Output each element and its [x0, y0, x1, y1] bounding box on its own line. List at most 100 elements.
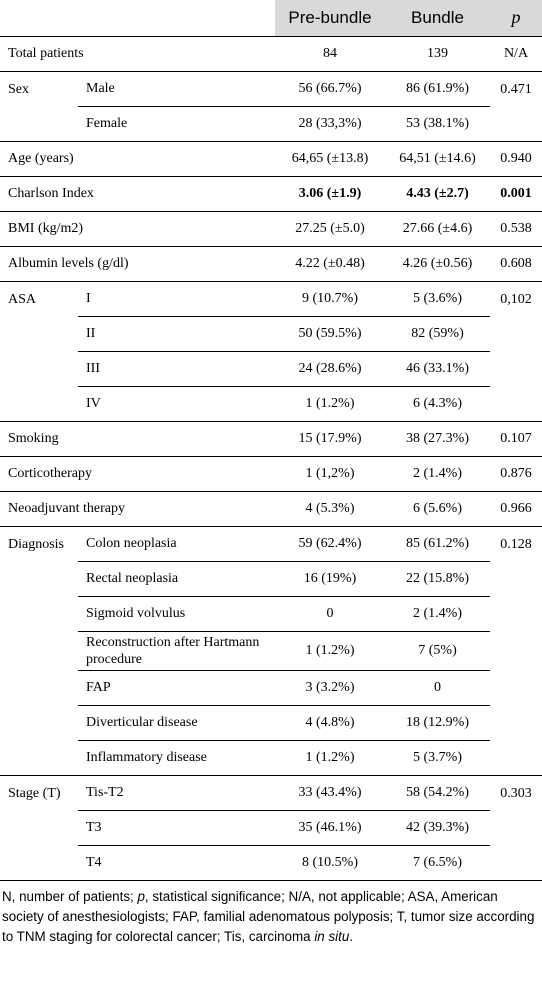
row-label: IV [78, 386, 275, 422]
cell: 8 (10.5%) [275, 845, 385, 881]
row-label: Neoadjuvant therapy [0, 491, 275, 527]
row-label: Inflammatory disease [78, 740, 275, 776]
cell: 16 (19%) [275, 561, 385, 597]
data-table: Pre-bundle Bundle p Total patients 84 139 N… [0, 0, 542, 881]
p-value: 0.608 [490, 246, 542, 282]
group-label: Stage (T) [0, 775, 78, 881]
table-row: Sigmoid volvulus 0 2 (1.4%) [0, 596, 542, 632]
row-label: Albumin levels (g/dl) [0, 246, 275, 282]
cell: 4 (4.8%) [275, 705, 385, 741]
p-value: 0.940 [490, 141, 542, 177]
table-row: Neoadjuvant therapy 4 (5.3%) 6 (5.6%) 0.966 [0, 491, 542, 527]
cell: 3.06 (±1.9) [275, 176, 385, 212]
cell: 64,65 (±13.8) [275, 141, 385, 177]
p-value: 0.876 [490, 456, 542, 492]
cell: 2 (1.4%) [385, 456, 490, 492]
cell: 59 (62.4%) [275, 526, 385, 562]
row-label: Female [78, 106, 275, 142]
row-label: Diverticular disease [78, 705, 275, 741]
cell: 18 (12.9%) [385, 705, 490, 741]
cell: 7 (5%) [385, 631, 490, 671]
row-label: Male [78, 71, 275, 107]
table-row: IV 1 (1.2%) 6 (4.3%) [0, 386, 542, 422]
table-row: Reconstruction after Hartmann procedure 1… [0, 631, 542, 671]
row-label: Age (years) [0, 141, 275, 177]
cell: 5 (3.7%) [385, 740, 490, 776]
cell: 4.22 (±0.48) [275, 246, 385, 282]
table-row: Charlson Index 3.06 (±1.9) 4.43 (±2.7) 0.00… [0, 176, 542, 212]
footnote-text: N, number of patients; [2, 888, 138, 904]
footnote-text: in situ [314, 928, 350, 944]
cell: 1 (1,2%) [275, 456, 385, 492]
cell: 64,51 (±14.6) [385, 141, 490, 177]
p-value: 0.471 [490, 71, 542, 142]
group-label: ASA [0, 281, 78, 422]
cell: 1 (1.2%) [275, 631, 385, 671]
cell: 3 (3.2%) [275, 670, 385, 706]
cell: 22 (15.8%) [385, 561, 490, 597]
footnote-text: p [137, 888, 145, 904]
cell: 7 (6.5%) [385, 845, 490, 881]
table-row: Inflammatory disease 1 (1.2%) 5 (3.7%) [0, 740, 542, 776]
table-row: T4 8 (10.5%) 7 (6.5%) [0, 845, 542, 881]
footnote-text: , statistical significance; N/A, not app… [2, 888, 535, 944]
table-row: Total patients 84 139 N/A [0, 36, 542, 72]
row-label: T3 [78, 810, 275, 846]
p-value: 0.303 [490, 775, 542, 881]
row-label: Corticotherapy [0, 456, 275, 492]
cell: 1 (1.2%) [275, 740, 385, 776]
table-row: ASA I 9 (10.7%) 5 (3.6%) 0,102 [0, 281, 542, 422]
row-label: T4 [78, 845, 275, 881]
p-value: 0,102 [490, 281, 542, 422]
table-row: FAP 3 (3.2%) 0 [0, 670, 542, 706]
cell: 58 (54.2%) [385, 775, 490, 811]
cell: 27.66 (±4.6) [385, 211, 490, 247]
row-label: Reconstruction after Hartmann procedure [78, 631, 275, 671]
cell: 24 (28.6%) [275, 351, 385, 387]
column-header: Pre-bundle [275, 0, 385, 37]
cell: 46 (33.1%) [385, 351, 490, 387]
table-row: Diverticular disease 4 (4.8%) 18 (12.9%) [0, 705, 542, 741]
row-label: Smoking [0, 421, 275, 457]
column-header: Bundle [385, 0, 490, 37]
cell: 5 (3.6%) [385, 281, 490, 317]
p-value: 0.128 [490, 526, 542, 776]
table-row: Stage (T) Tis-T2 33 (43.4%) 58 (54.2%) 0.303 [0, 775, 542, 881]
table-row: Age (years) 64,65 (±13.8) 64,51 (±14.6) 0.9… [0, 141, 542, 177]
table-row: Female 28 (33,3%) 53 (38.1%) [0, 106, 542, 142]
table-row: Diagnosis Colon neoplasia 59 (62.4%) 85 (61… [0, 526, 542, 776]
cell: 6 (4.3%) [385, 386, 490, 422]
cell: 33 (43.4%) [275, 775, 385, 811]
row-label: BMI (kg/m2) [0, 211, 275, 247]
table-row: Smoking 15 (17.9%) 38 (27.3%) 0.107 [0, 421, 542, 457]
header-row: Pre-bundle Bundle p [0, 0, 542, 37]
row-label: Colon neoplasia [78, 526, 275, 562]
cell: 82 (59%) [385, 316, 490, 352]
p-value: 0.538 [490, 211, 542, 247]
header-blank [0, 0, 275, 37]
cell: 35 (46.1%) [275, 810, 385, 846]
table-body: Total patients 84 139 N/A Sex Male 56 (66.7%) 8… [0, 36, 542, 881]
cell: 4.26 (±0.56) [385, 246, 490, 282]
table-row: Corticotherapy 1 (1,2%) 2 (1.4%) 0.876 [0, 456, 542, 492]
cell: 2 (1.4%) [385, 596, 490, 632]
p-value: N/A [490, 36, 542, 72]
table-row: BMI (kg/m2) 27.25 (±5.0) 27.66 (±4.6) 0.538 [0, 211, 542, 247]
cell: 42 (39.3%) [385, 810, 490, 846]
row-label: Tis-T2 [78, 775, 275, 811]
cell: 9 (10.7%) [275, 281, 385, 317]
cell: 28 (33,3%) [275, 106, 385, 142]
p-value: 0.107 [490, 421, 542, 457]
row-label: III [78, 351, 275, 387]
cell: 4 (5.3%) [275, 491, 385, 527]
cell: 0 [275, 596, 385, 632]
group-label: Sex [0, 71, 78, 142]
cell: 15 (17.9%) [275, 421, 385, 457]
cell: 4.43 (±2.7) [385, 176, 490, 212]
cell: 53 (38.1%) [385, 106, 490, 142]
table-row: Sex Male 56 (66.7%) 86 (61.9%) 0.471 [0, 71, 542, 142]
row-label: Total patients [0, 36, 275, 72]
cell: 139 [385, 36, 490, 72]
cell: 84 [275, 36, 385, 72]
